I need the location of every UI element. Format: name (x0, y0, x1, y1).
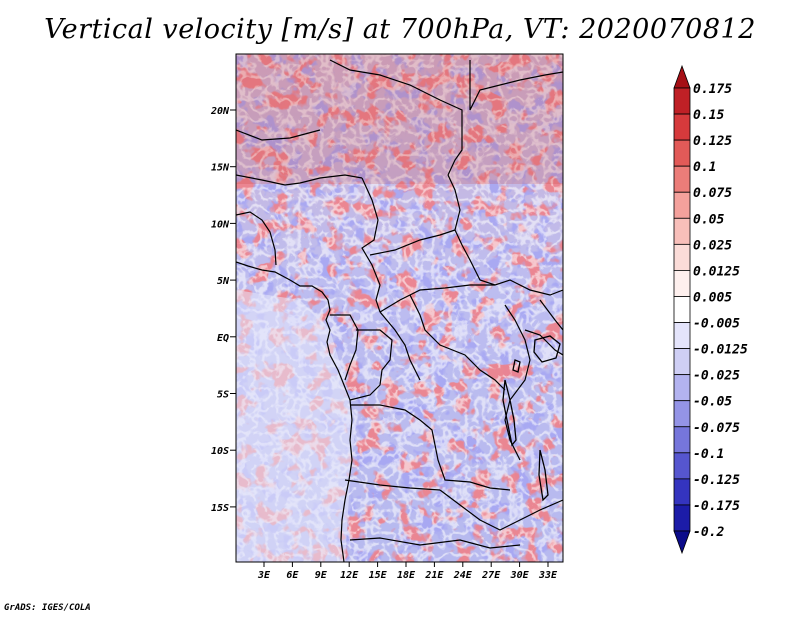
lon-tick-label: 24E (453, 570, 473, 581)
longitude-axis: 3E 6E 9E 12E 15E 18E 21E 24E 27E 30E 33E (257, 562, 558, 581)
colorbar-label: -0.125 (693, 473, 740, 488)
colorbar-segment (673, 87, 691, 115)
colorbar-label: -0.025 (693, 369, 740, 384)
colorbar-label: 0.005 (693, 290, 732, 305)
colorbar-label: 0.0125 (693, 264, 740, 279)
colorbar-label: 0.175 (693, 82, 732, 97)
country-borders (236, 211, 277, 266)
colorbar-segment (673, 113, 691, 141)
lake-malawi (538, 449, 549, 502)
lake-victoria (533, 335, 561, 363)
colorbar-label: 0.05 (693, 212, 724, 227)
colorbar-segment (673, 348, 691, 376)
colorbar-min-triangle (673, 530, 691, 555)
lon-tick-label: 21E (424, 570, 444, 581)
colorbar-segment (673, 243, 691, 271)
plot-frame (235, 53, 564, 563)
lon-tick-label: 15E (369, 570, 388, 581)
velocity-field (236, 54, 563, 562)
lon-tick-label: 33E (538, 570, 558, 581)
colorbar-label: 0.125 (693, 134, 732, 149)
colorbar-label: 0.025 (693, 238, 732, 253)
lat-tick-label: 5S (217, 390, 229, 401)
colorbar-label: -0.175 (693, 499, 740, 514)
colorbar-segment (673, 217, 691, 245)
colorbar-label: -0.0125 (693, 343, 748, 358)
lon-tick-label: 30E (510, 570, 530, 581)
borders (236, 59, 563, 562)
grads-credit: GrADS: IGES/COLA (4, 603, 91, 613)
colorbar-label: 0.075 (693, 186, 732, 201)
colorbar-label: -0.075 (693, 421, 740, 436)
colorbar-segment (673, 504, 691, 532)
colorbar-label: 0.1 (693, 160, 716, 175)
colorbar-segment (673, 322, 691, 349)
colorbar-segment (673, 270, 691, 297)
lon-tick-label: 12E (340, 570, 359, 581)
lat-tick-label: 10S (211, 446, 229, 457)
colorbar-segment (673, 191, 691, 219)
lake-tanganyika (502, 379, 517, 447)
lon-tick-label: 18E (397, 570, 416, 581)
lat-tick-label: 15S (211, 503, 229, 514)
lat-tick-label: 15N (211, 163, 230, 174)
colorbar-label: 0.15 (693, 108, 724, 123)
lat-tick-label: 10N (211, 219, 230, 230)
chart-title: Vertical velocity [m/s] at 700hPa, VT: 2… (44, 14, 756, 45)
latitude-axis: 20N 15N 10N 5N EQ 5S 10S 15S (210, 106, 236, 514)
colorbar-label: -0.2 (693, 525, 724, 540)
colorbar-label: -0.005 (693, 317, 740, 332)
colorbar-segment (673, 165, 691, 193)
lon-tick-label: 9E (315, 570, 328, 581)
colorbar-max-triangle (673, 64, 691, 89)
lon-tick-label: 6E (286, 570, 299, 581)
colorbar-label: -0.1 (693, 447, 724, 462)
colorbar: 0.175 0.15 0.125 0.1 0.075 0.05 0.025 0.0125 0.0… (673, 64, 748, 555)
lat-tick-label: 20N (210, 106, 230, 117)
colorbar-label: -0.05 (693, 395, 732, 410)
colorbar-segment (673, 478, 691, 506)
lon-tick-label: 3E (257, 570, 271, 581)
colorbar-segment (673, 296, 691, 323)
colorbar-segment (673, 139, 691, 167)
colorbar-segment (673, 374, 691, 402)
colorbar-segment (673, 400, 691, 428)
lon-tick-label: 27E (481, 570, 501, 581)
lat-tick-label: 5N (217, 276, 230, 287)
lat-tick-label: EQ (217, 333, 229, 344)
colorbar-segment (673, 426, 691, 454)
colorbar-segment (673, 452, 691, 480)
